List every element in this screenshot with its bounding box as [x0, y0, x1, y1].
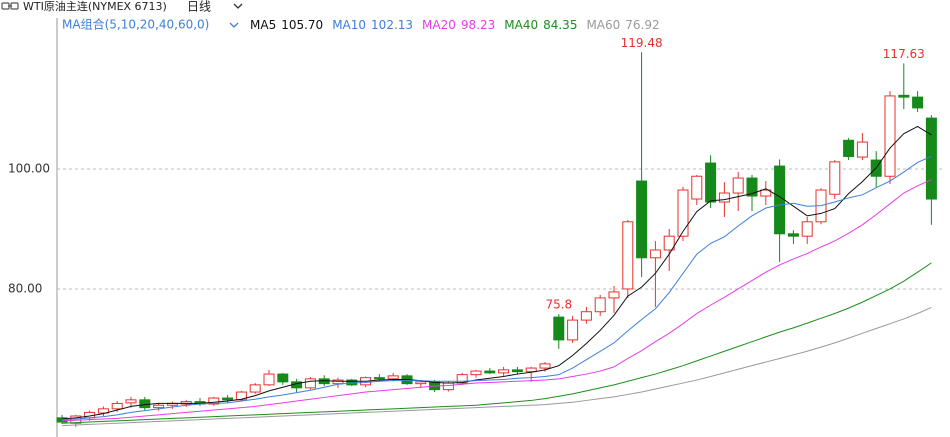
candle-body	[373, 377, 385, 380]
candle-body	[539, 363, 551, 369]
ma-line	[61, 262, 932, 424]
legend-value: 76.92	[625, 18, 659, 32]
candle-body	[180, 401, 192, 405]
candle-body	[235, 391, 247, 401]
candle-body	[691, 175, 703, 200]
candle-body	[787, 233, 799, 237]
legend-entry: MA40 84.35	[504, 18, 577, 32]
candle-body	[663, 235, 675, 251]
candle-body	[442, 382, 454, 391]
chart-title: WTI原油主连(NYMEX 6713)	[23, 0, 167, 13]
candle-body	[608, 291, 620, 299]
y-tick-label: 80.00	[8, 281, 42, 295]
candle-body	[925, 117, 937, 200]
candle-body	[511, 369, 523, 373]
candle-body	[760, 189, 772, 197]
candle-body	[125, 399, 137, 404]
candle-body	[622, 221, 634, 290]
candle-body	[649, 249, 661, 259]
period[interactable]: 日线	[187, 0, 211, 14]
candle-body	[456, 374, 468, 384]
candle-body	[525, 367, 537, 373]
candle-body	[594, 297, 606, 313]
candle-body	[222, 397, 234, 401]
ma-line	[61, 155, 932, 421]
candle-body	[56, 417, 68, 423]
legend-value: 102.13	[371, 18, 413, 32]
candle-body	[884, 95, 896, 177]
candle-body	[387, 375, 399, 380]
candle-body	[843, 139, 855, 157]
candle-body	[304, 378, 316, 389]
candle-body	[249, 384, 261, 393]
legend-name: MA10	[332, 18, 366, 32]
legend-entry: MA10 102.13	[332, 18, 413, 32]
candle-body	[705, 162, 717, 203]
peak-label: 75.8	[545, 298, 572, 312]
candle-body	[208, 397, 220, 405]
candle-body	[153, 404, 165, 409]
legend-entry: MA60 76.92	[586, 18, 659, 32]
candle-body	[774, 165, 786, 235]
candle-body	[567, 319, 579, 341]
legend-name: MA5	[250, 18, 276, 32]
peak-label: 117.63	[883, 47, 925, 61]
header-icon	[1, 2, 19, 10]
candle-body	[677, 189, 689, 237]
legend-value: 98.23	[461, 18, 495, 32]
candle-body	[97, 408, 109, 414]
y-tick-label: 100.00	[8, 162, 50, 176]
candle-body	[856, 141, 868, 158]
ma-line	[61, 179, 932, 422]
legend-entry: MA5 105.70	[250, 18, 323, 32]
legend-value: 84.35	[543, 18, 577, 32]
candle-body	[801, 221, 813, 237]
legend-entry: MA20 98.23	[422, 18, 495, 32]
candle-body	[898, 94, 910, 98]
candle-body	[553, 316, 565, 341]
candle-body	[732, 177, 744, 194]
candle-body	[498, 369, 510, 374]
ma-group-chevron[interactable]	[229, 22, 239, 28]
ma-line	[61, 306, 932, 427]
candle-body	[484, 370, 496, 374]
candle-body	[139, 399, 151, 409]
candle-body	[332, 379, 344, 385]
candle-body	[912, 96, 924, 109]
candle-body	[718, 192, 730, 203]
legend-value: 105.70	[281, 18, 323, 32]
candle-body	[470, 370, 482, 376]
candle-body	[829, 161, 841, 195]
peak-label: 119.48	[621, 36, 663, 50]
candle-body	[580, 311, 592, 321]
ma-group[interactable]: MA组合(5,10,20,40,60,0)	[62, 17, 209, 32]
candle-body	[277, 373, 289, 383]
candle-body	[636, 180, 648, 259]
candle-body	[746, 177, 758, 197]
legend-name: MA60	[586, 18, 620, 32]
candle-body	[111, 402, 123, 410]
candle-body	[263, 373, 275, 386]
ma-line	[61, 125, 932, 420]
candle-body	[415, 381, 427, 385]
legend-name: MA20	[422, 18, 456, 32]
legend-name: MA40	[504, 18, 538, 32]
period-chevron[interactable]	[233, 3, 243, 9]
